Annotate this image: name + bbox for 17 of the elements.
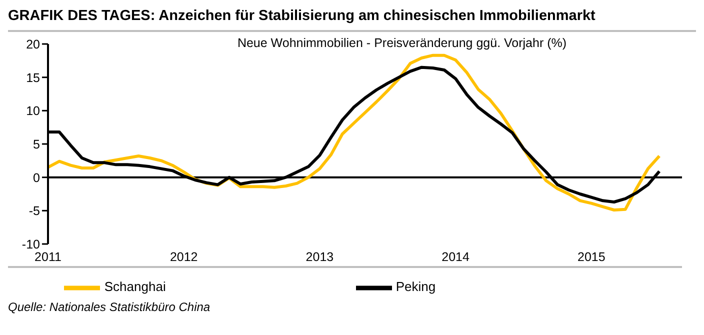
- y-tick-label: 20: [26, 37, 40, 52]
- y-tick-label: 0: [33, 170, 40, 185]
- y-tick-label: -10: [22, 237, 40, 252]
- legend-label: Peking: [396, 279, 436, 294]
- x-tick-label: 2014: [442, 250, 470, 264]
- y-tick-label: 15: [26, 70, 40, 85]
- x-tick-label: 2015: [578, 250, 606, 264]
- chart-title: GRAFIK DES TAGES: Anzeichen für Stabilisierung am chinesischen Immobilienmarkt: [8, 8, 696, 32]
- source-note: Quelle: Nationales Statistikbüro China: [8, 300, 212, 314]
- legend-label: Schanghai: [104, 279, 166, 294]
- chart-subtitle: Neue Wohnimmobilien - Preisveränderung ggü. Vorjahr (%): [237, 36, 567, 50]
- y-tick-label: 10: [26, 104, 40, 118]
- x-tick-label: 2011: [34, 250, 62, 264]
- y-tick-label: 5: [33, 137, 40, 152]
- y-tick-label: -5: [28, 204, 40, 218]
- x-tick-label: 2012: [170, 250, 198, 264]
- x-tick-label: 2013: [306, 250, 334, 264]
